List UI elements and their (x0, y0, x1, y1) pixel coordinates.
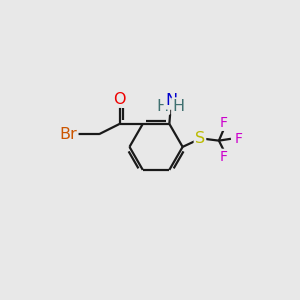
Text: F: F (220, 116, 228, 130)
Text: N: N (165, 93, 177, 108)
Text: S: S (195, 131, 205, 146)
Text: Br: Br (59, 127, 77, 142)
Text: F: F (234, 132, 242, 146)
Text: O: O (113, 92, 126, 107)
Text: H: H (172, 99, 184, 114)
Text: F: F (220, 150, 228, 164)
Text: H: H (157, 99, 169, 114)
